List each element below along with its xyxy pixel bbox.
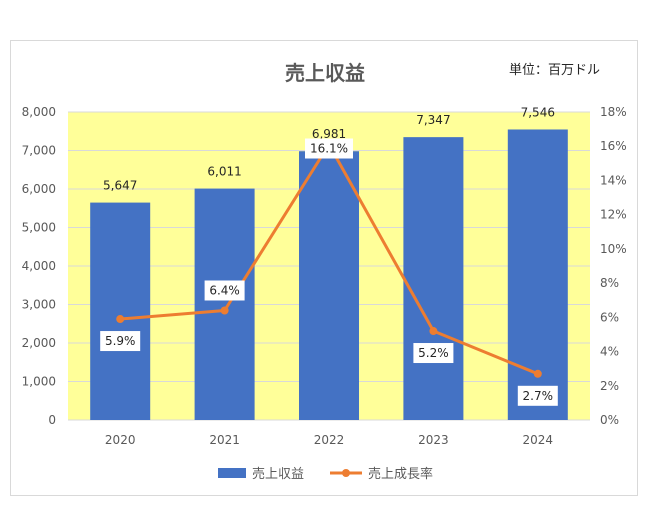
- line-data-label: 5.2%: [418, 346, 449, 360]
- line-label-box: [305, 138, 353, 159]
- line-point: [429, 327, 438, 336]
- bar-data-label: 7,546: [521, 105, 555, 119]
- right-tick-label: 4%: [600, 345, 619, 359]
- legend: 売上収益 売上成長率: [218, 466, 433, 482]
- line-label-box: [204, 280, 245, 301]
- line-data-labels: 5.9% 6.4% 16.1% 5.2% 2.7%: [100, 138, 558, 406]
- unit-label: 単位：百万ドル: [509, 62, 600, 78]
- x-tick-label: 2022: [314, 433, 345, 447]
- x-tick-label: 2024: [523, 433, 554, 447]
- right-tick-label: 18%: [600, 105, 627, 119]
- bar: [299, 151, 359, 420]
- line-label-box: [100, 331, 141, 352]
- left-tick-label: 0: [48, 413, 56, 427]
- right-tick-label: 8%: [600, 276, 619, 290]
- bar: [90, 202, 151, 420]
- left-tick-label: 7,000: [22, 144, 56, 158]
- right-tick-label: 16%: [600, 139, 627, 153]
- left-tick-label: 4,000: [22, 259, 56, 273]
- left-tick-label: 6,000: [22, 182, 56, 196]
- bar-data-labels: 5,647 6,011 6,981 7,347 7,546: [103, 105, 555, 192]
- bar-data-label: 7,347: [416, 113, 450, 127]
- x-tick-label: 2023: [418, 433, 449, 447]
- legend-bar-swatch: [218, 468, 246, 478]
- line-label-box: [413, 343, 454, 364]
- line-data-label: 16.1%: [310, 142, 348, 156]
- bar: [403, 137, 464, 420]
- legend-line-label: 売上成長率: [368, 466, 433, 482]
- left-tick-label: 1,000: [22, 375, 56, 389]
- right-tick-label: 2%: [600, 379, 619, 393]
- bar-data-label: 6,011: [207, 165, 241, 179]
- line-point: [533, 369, 542, 378]
- left-tick-label: 3,000: [22, 298, 56, 312]
- bar: [194, 188, 255, 420]
- left-tick-label: 8,000: [22, 105, 56, 119]
- left-tick-label: 2,000: [22, 336, 56, 350]
- line-point: [116, 315, 125, 324]
- line-label-box: [517, 385, 558, 406]
- legend-bar-label: 売上収益: [252, 466, 304, 482]
- right-tick-label: 14%: [600, 173, 627, 187]
- left-tick-label: 5,000: [22, 221, 56, 235]
- legend-line-marker: [342, 469, 350, 477]
- right-axis: 0% 2% 4% 6% 8% 10% 12% 14% 16% 18%: [600, 105, 627, 427]
- x-tick-label: 2020: [105, 433, 136, 447]
- chart-title: 売上収益: [285, 61, 365, 85]
- right-tick-label: 6%: [600, 310, 619, 324]
- line-data-label: 2.7%: [523, 389, 554, 403]
- right-tick-label: 10%: [600, 242, 627, 256]
- right-tick-label: 0%: [600, 413, 619, 427]
- line-point: [220, 306, 229, 315]
- x-tick-label: 2021: [209, 433, 240, 447]
- line-data-label: 5.9%: [105, 334, 136, 348]
- bar-data-label: 6,981: [312, 127, 346, 141]
- bar-data-label: 5,647: [103, 179, 137, 193]
- left-axis: 0 1,000 2,000 3,000 4,000 5,000 6,000 7,000 8,00…: [22, 105, 56, 427]
- right-tick-label: 12%: [600, 208, 627, 222]
- line-data-label: 6.4%: [209, 283, 240, 297]
- category-axis: 2020 2021 2022 2023 2024: [105, 433, 553, 447]
